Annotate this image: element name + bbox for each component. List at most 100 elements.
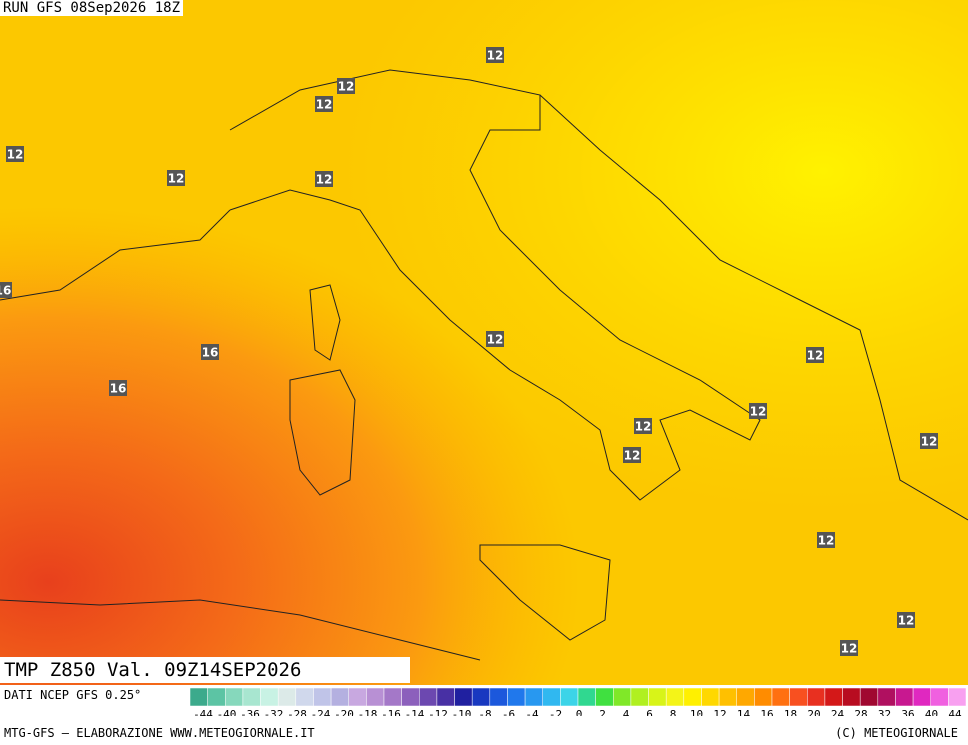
colorbar-label: 2 bbox=[599, 708, 606, 716]
contour-label-box bbox=[486, 331, 504, 347]
colorbar-label: 32 bbox=[878, 708, 891, 716]
contour-label: 16 bbox=[0, 284, 11, 298]
colorbar-swatch bbox=[701, 687, 720, 707]
colorbar-label: 36 bbox=[901, 708, 914, 716]
colorbar-swatch bbox=[401, 687, 420, 707]
contour-label: 12 bbox=[898, 614, 915, 628]
colorbar-swatch bbox=[789, 687, 808, 707]
colorbar-label: 24 bbox=[831, 708, 845, 716]
colorbar-swatch bbox=[489, 687, 508, 707]
contour-label: 12 bbox=[750, 405, 767, 419]
colorbar-swatch bbox=[771, 687, 790, 707]
contour-label-box bbox=[201, 344, 219, 360]
colorbar-swatch bbox=[948, 687, 967, 707]
contour-label-box bbox=[817, 532, 835, 548]
contour-label: 12 bbox=[168, 172, 185, 186]
colorbar-label: 18 bbox=[784, 708, 797, 716]
colorbar-swatch bbox=[595, 687, 614, 707]
colorbar-swatch bbox=[524, 687, 543, 707]
contour-label-box bbox=[920, 433, 938, 449]
colorbar-swatch bbox=[648, 687, 667, 707]
colorbar-label: -12 bbox=[428, 708, 448, 716]
contour-label-box bbox=[315, 171, 333, 187]
colorbar-swatch bbox=[383, 687, 402, 707]
contour-label-box bbox=[337, 78, 355, 94]
colorbar-swatch bbox=[930, 687, 949, 707]
colorbar-swatch bbox=[736, 687, 755, 707]
colorbar-label: -20 bbox=[334, 708, 354, 716]
colorbar-swatch bbox=[859, 687, 879, 707]
colorbar-swatch bbox=[718, 687, 737, 707]
colorbar-swatch bbox=[330, 687, 349, 707]
colorbar-swatch bbox=[560, 687, 579, 707]
colorbar-swatch bbox=[665, 687, 685, 707]
contour-label-box bbox=[167, 170, 185, 186]
colorbar-swatch bbox=[366, 687, 385, 707]
colorbar-swatch bbox=[824, 687, 843, 707]
colorbar-swatch bbox=[348, 687, 367, 707]
contour-label: 16 bbox=[110, 382, 127, 396]
contour-label: 16 bbox=[202, 346, 219, 360]
colorbar-swatch bbox=[225, 687, 244, 707]
colorbar-label: -44 bbox=[193, 708, 213, 716]
contour-label-box bbox=[840, 640, 858, 656]
colorbar-label: 0 bbox=[576, 708, 583, 716]
contour-label: 12 bbox=[807, 349, 824, 363]
contour-label-box bbox=[6, 146, 24, 162]
colorbar-label: -2 bbox=[549, 708, 562, 716]
colorbar-swatch bbox=[507, 687, 526, 707]
footer-left: MTG-GFS — ELABORAZIONE WWW.METEOGIORNALE… bbox=[4, 726, 315, 740]
colorbar-label: -4 bbox=[525, 708, 539, 716]
contour-label-box bbox=[634, 418, 652, 434]
colorbar-label: 4 bbox=[623, 708, 630, 716]
colorbar-swatch bbox=[683, 687, 702, 707]
colorbar-swatch bbox=[630, 687, 649, 707]
colorbar-swatch bbox=[295, 687, 314, 707]
contour-label-box bbox=[806, 347, 824, 363]
contour-label: 12 bbox=[624, 449, 641, 463]
contour-label-box bbox=[315, 96, 333, 112]
contour-label-box bbox=[623, 447, 641, 463]
colorbar-swatch bbox=[313, 687, 332, 707]
colorbar-label: 10 bbox=[690, 708, 703, 716]
colorbar-swatch bbox=[454, 687, 473, 707]
colorbar-label: 14 bbox=[737, 708, 751, 716]
colorbar-label: 44 bbox=[948, 708, 962, 716]
contour-label-box bbox=[109, 380, 127, 396]
colorbar-label: -18 bbox=[358, 708, 378, 716]
colorbar-swatch bbox=[807, 687, 826, 707]
contour-label: 12 bbox=[316, 98, 333, 112]
colorbar-label: -24 bbox=[311, 708, 331, 716]
colorbar-swatch bbox=[613, 687, 632, 707]
contour-label-box bbox=[749, 403, 767, 419]
contour-label: 12 bbox=[7, 148, 24, 162]
contour-label: 12 bbox=[338, 80, 355, 94]
colorbar: -44 -40 -36 -32 -28 -24 -20 -18 -16 -14 -12 -10 -8 -6… bbox=[189, 687, 967, 716]
colorbar-swatch bbox=[436, 687, 455, 707]
colorbar-label: -14 bbox=[405, 708, 425, 716]
colorbar-label: -10 bbox=[452, 708, 472, 716]
colorbar-swatch bbox=[260, 687, 279, 707]
colorbar-swatch bbox=[277, 687, 297, 707]
colorbar-label: -40 bbox=[217, 708, 237, 716]
colorbar-swatch bbox=[895, 687, 914, 707]
colorbar-swatch bbox=[419, 687, 438, 707]
colorbar-label: 16 bbox=[760, 708, 773, 716]
contour-label: 12 bbox=[635, 420, 652, 434]
hot-field bbox=[0, 0, 968, 685]
colorbar-swatch bbox=[471, 687, 491, 707]
colorbar-swatch bbox=[912, 687, 931, 707]
colorbar-label: -32 bbox=[264, 708, 284, 716]
run-label: RUN GFS 08Sep2026 18Z bbox=[0, 0, 184, 16]
map: 12 12 12 12 12 12 16 16 16 12 12 12 12 12 12 12 12 12 bbox=[0, 0, 968, 685]
colorbar-label: 20 bbox=[807, 708, 820, 716]
colorbar-swatch bbox=[877, 687, 896, 707]
contour-label: 12 bbox=[487, 333, 504, 347]
coastlines bbox=[0, 69, 968, 661]
colorbar-swatch bbox=[577, 687, 596, 707]
colorbar-label: 28 bbox=[854, 708, 867, 716]
colorbar-swatch bbox=[542, 687, 561, 707]
colorbar-swatch bbox=[842, 687, 861, 707]
colorbar-label: 12 bbox=[713, 708, 726, 716]
